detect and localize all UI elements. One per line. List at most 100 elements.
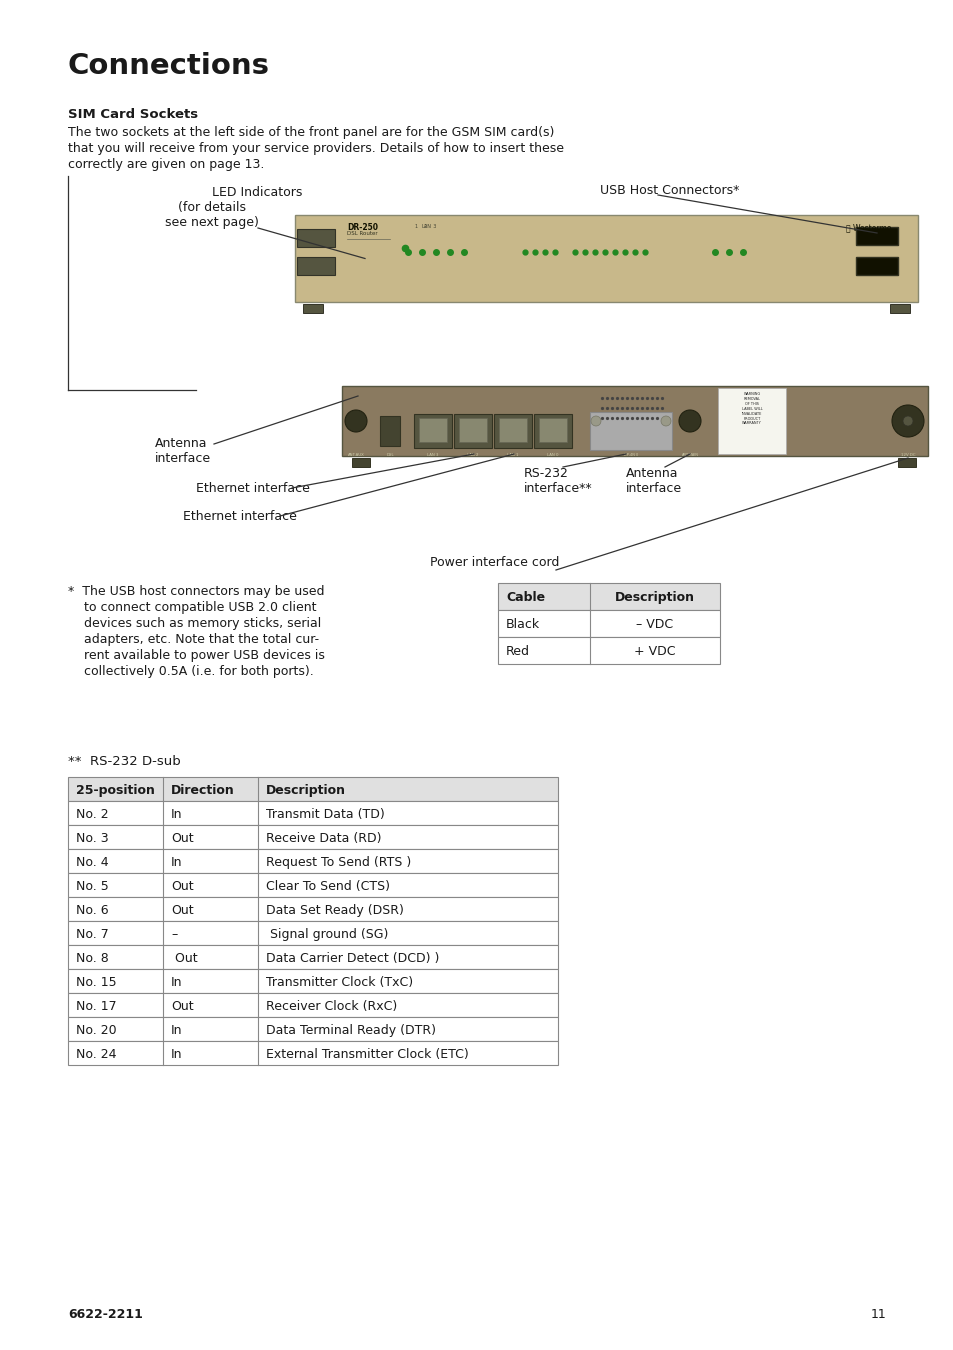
- Text: USB Host Connectors*: USB Host Connectors*: [599, 184, 739, 197]
- Text: No. 5: No. 5: [76, 880, 109, 892]
- Text: In: In: [171, 856, 182, 869]
- Text: Power interface cord: Power interface cord: [430, 556, 558, 568]
- Text: SIM Card Sockets: SIM Card Sockets: [68, 108, 198, 122]
- Text: Cable: Cable: [505, 591, 544, 603]
- Bar: [68, 873, 558, 896]
- Bar: [68, 945, 558, 969]
- Text: DP-4N 0: DP-4N 0: [623, 454, 638, 458]
- Text: No. 24: No. 24: [76, 1048, 116, 1061]
- Bar: [889, 304, 909, 313]
- Bar: [296, 256, 335, 275]
- Text: In: In: [171, 809, 182, 821]
- Text: No. 17: No. 17: [76, 1000, 116, 1012]
- Text: –: –: [171, 927, 177, 941]
- Bar: [68, 969, 558, 994]
- Text: RS-232: RS-232: [523, 467, 568, 481]
- Text: Out: Out: [171, 904, 193, 917]
- Bar: [68, 994, 558, 1017]
- Bar: [68, 1041, 558, 1065]
- Circle shape: [679, 410, 700, 432]
- Text: 1    2    3: 1 2 3: [415, 224, 436, 230]
- Text: WARNING
REMOVAL
OF THIS
LABEL WILL
INVALIDATE
PRODUCT
WARRANTY: WARNING REMOVAL OF THIS LABEL WILL INVAL…: [740, 392, 761, 425]
- Text: interface: interface: [154, 452, 211, 464]
- Text: DSL Router: DSL Router: [347, 231, 377, 236]
- Bar: [68, 825, 558, 849]
- Text: devices such as memory sticks, serial: devices such as memory sticks, serial: [68, 617, 321, 630]
- Text: No. 3: No. 3: [76, 832, 109, 845]
- Text: LAN: LAN: [421, 224, 432, 230]
- Text: LED Indicators: LED Indicators: [212, 186, 302, 198]
- Text: Antenna: Antenna: [625, 467, 678, 481]
- Text: Receiver Clock (RxC): Receiver Clock (RxC): [266, 1000, 396, 1012]
- Text: LAN 3: LAN 3: [427, 454, 438, 458]
- Bar: [855, 256, 897, 275]
- Circle shape: [660, 416, 670, 427]
- Bar: [296, 230, 335, 247]
- Text: Direction: Direction: [171, 784, 234, 796]
- Text: ANT.MAIN: ANT.MAIN: [680, 454, 698, 458]
- Text: Ethernet interface: Ethernet interface: [183, 510, 296, 522]
- Text: 6622-2211: 6622-2211: [68, 1308, 143, 1322]
- Text: ANT.AUX: ANT.AUX: [347, 454, 364, 458]
- Bar: [497, 610, 720, 637]
- Text: No. 6: No. 6: [76, 904, 109, 917]
- Text: Request To Send (RTS ): Request To Send (RTS ): [266, 856, 411, 869]
- Text: see next page): see next page): [165, 216, 258, 230]
- Text: collectively 0.5A (i.e. for both ports).: collectively 0.5A (i.e. for both ports).: [68, 666, 314, 678]
- Text: Transmitter Clock (TxC): Transmitter Clock (TxC): [266, 976, 413, 990]
- Text: DSL: DSL: [386, 454, 394, 458]
- Text: adapters, etc. Note that the total cur-: adapters, etc. Note that the total cur-: [68, 633, 319, 647]
- Text: No. 7: No. 7: [76, 927, 109, 941]
- Bar: [68, 801, 558, 825]
- Bar: [538, 418, 566, 441]
- Text: LAN 2: LAN 2: [467, 454, 478, 458]
- Text: Data Terminal Ready (DTR): Data Terminal Ready (DTR): [266, 1025, 436, 1037]
- Text: 25-position: 25-position: [76, 784, 154, 796]
- Text: that you will receive from your service providers. Details of how to insert thes: that you will receive from your service …: [68, 142, 563, 155]
- Bar: [68, 778, 558, 801]
- Text: Signal ground (SG): Signal ground (SG): [266, 927, 388, 941]
- Bar: [494, 414, 532, 448]
- Text: 12V DC: 12V DC: [900, 454, 914, 458]
- Bar: [341, 386, 927, 456]
- Text: *  The USB host connectors may be used: * The USB host connectors may be used: [68, 585, 324, 598]
- Bar: [379, 416, 399, 446]
- Bar: [414, 414, 452, 448]
- Circle shape: [891, 405, 923, 437]
- Text: Black: Black: [505, 618, 539, 630]
- Text: No. 8: No. 8: [76, 952, 109, 965]
- Bar: [68, 921, 558, 945]
- Text: Description: Description: [615, 591, 695, 603]
- Text: Connections: Connections: [68, 53, 270, 80]
- Text: Out: Out: [171, 880, 193, 892]
- Bar: [497, 583, 720, 610]
- Text: The two sockets at the left side of the front panel are for the GSM SIM card(s): The two sockets at the left side of the …: [68, 126, 554, 139]
- Bar: [855, 227, 897, 244]
- Text: No. 20: No. 20: [76, 1025, 116, 1037]
- Text: ⓦ Westermo: ⓦ Westermo: [845, 223, 890, 232]
- Bar: [68, 849, 558, 873]
- Text: Ethernet interface: Ethernet interface: [195, 482, 310, 495]
- Bar: [458, 418, 486, 441]
- Text: **  RS-232 D-sub: ** RS-232 D-sub: [68, 755, 180, 768]
- Bar: [498, 418, 526, 441]
- Text: Receive Data (RD): Receive Data (RD): [266, 832, 381, 845]
- Text: LAN 0: LAN 0: [547, 454, 558, 458]
- Bar: [303, 304, 323, 313]
- Text: + VDC: + VDC: [634, 645, 675, 657]
- Text: Description: Description: [266, 784, 346, 796]
- Text: In: In: [171, 976, 182, 990]
- Text: interface**: interface**: [523, 482, 592, 495]
- Text: interface: interface: [625, 482, 681, 495]
- Bar: [534, 414, 572, 448]
- Text: No. 4: No. 4: [76, 856, 109, 869]
- Text: In: In: [171, 1025, 182, 1037]
- Text: rent available to power USB devices is: rent available to power USB devices is: [68, 649, 325, 662]
- Text: 11: 11: [869, 1308, 885, 1322]
- Text: No. 2: No. 2: [76, 809, 109, 821]
- Text: Clear To Send (CTS): Clear To Send (CTS): [266, 880, 390, 892]
- Bar: [68, 1017, 558, 1041]
- Bar: [897, 458, 915, 467]
- Text: Antenna: Antenna: [154, 437, 208, 450]
- Text: No. 15: No. 15: [76, 976, 116, 990]
